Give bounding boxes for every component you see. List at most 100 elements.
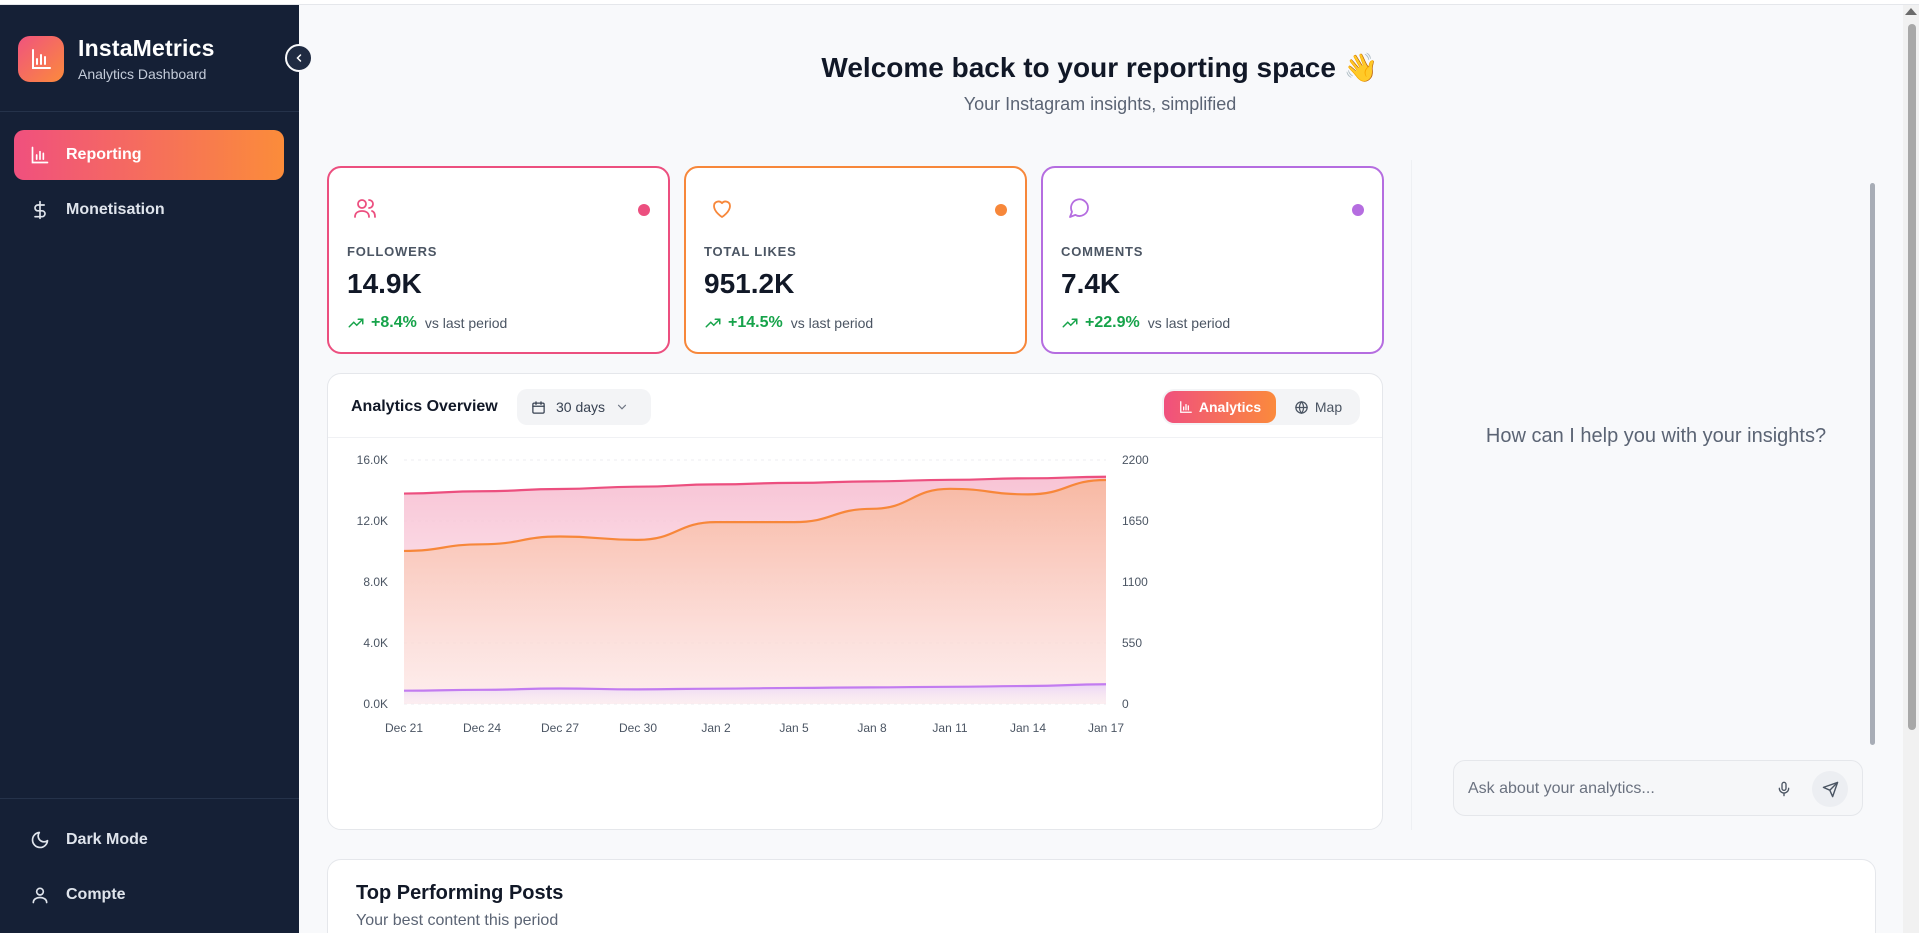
x-axis-tick: Jan 11 <box>932 721 967 735</box>
date-range-label: 30 days <box>556 399 606 415</box>
assistant-prompt: How can I help you with your insights? <box>1485 425 1827 447</box>
stat-label: COMMENTS <box>1061 244 1144 259</box>
sidebar: InstaMetrics Analytics Dashboard Reporti… <box>0 5 299 933</box>
x-axis-tick: Jan 2 <box>701 721 731 735</box>
brand[interactable]: InstaMetrics Analytics Dashboard <box>18 35 215 82</box>
window-scroll-thumb[interactable] <box>1908 24 1916 730</box>
heart-icon <box>710 196 734 220</box>
y-axis-left-tick: 12.0K <box>357 514 388 528</box>
likes-card[interactable]: TOTAL LIKES 951.2K +14.5% vs last period <box>684 166 1027 354</box>
y-axis-right-tick: 2200 <box>1122 453 1149 467</box>
date-range-select[interactable]: 30 days <box>517 389 651 425</box>
stat-note: vs last period <box>1147 315 1231 331</box>
y-axis-left-tick: 0.0K <box>363 697 388 711</box>
logo-icon <box>18 35 64 82</box>
x-axis-tick: Dec 21 <box>385 721 423 735</box>
window-top-edge <box>0 0 1919 5</box>
status-dot <box>638 204 650 216</box>
moon-icon <box>28 828 52 852</box>
followers-card[interactable]: FOLLOWERS 14.9K +8.4% vs last period <box>327 166 670 354</box>
scroll-up-arrow-icon[interactable] <box>1905 8 1917 15</box>
send-button[interactable] <box>1812 771 1848 807</box>
y-axis-left-tick: 4.0K <box>363 636 388 650</box>
status-dot <box>995 204 1007 216</box>
trending-up-icon <box>705 318 721 328</box>
sidebar-divider <box>0 111 299 112</box>
view-toggle: Analytics Map <box>1162 389 1360 425</box>
y-axis-left-tick: 16.0K <box>357 453 388 467</box>
bar-chart-icon <box>28 143 52 167</box>
user-icon <box>28 883 52 907</box>
calendar-icon <box>532 400 545 414</box>
series-line <box>403 478 1107 553</box>
x-axis-tick: Jan 5 <box>779 721 809 735</box>
trending-up-icon <box>348 318 364 328</box>
panel-scrollbar[interactable] <box>1870 183 1875 745</box>
sidebar-item-monetisation[interactable]: Monetisation <box>14 185 284 235</box>
x-axis-tick: Dec 27 <box>541 721 579 735</box>
y-axis-right-tick: 1100 <box>1122 575 1148 589</box>
section-subtitle: Your best content this period <box>356 912 559 929</box>
stat-note: vs last period <box>424 315 508 331</box>
y-axis-right-tick: 0 <box>1122 697 1129 711</box>
chevron-down-icon <box>617 404 627 410</box>
x-axis-tick: Jan 17 <box>1088 721 1124 735</box>
stat-value: 14.9K <box>347 268 422 299</box>
x-axis-tick: Jan 14 <box>1010 721 1046 735</box>
stat-note: vs last period <box>790 315 874 331</box>
y-axis-right-tick: 550 <box>1122 636 1142 650</box>
series-area <box>404 479 1106 704</box>
account-link[interactable]: Compte <box>14 870 284 920</box>
stat-trend: +22.9% vs last period <box>1061 314 1230 332</box>
microphone-icon <box>1778 781 1790 797</box>
chart-title: Analytics Overview <box>351 398 498 415</box>
panel-separator <box>1411 160 1412 830</box>
microphone-button[interactable] <box>1772 777 1796 801</box>
analytics-chart: 16.0K 12.0K 8.0K 4.0K 0.0K 2200 1650 1100 550 0 De… <box>357 453 1149 735</box>
section-title: Top Performing Posts <box>356 882 564 904</box>
stat-change: +22.9% <box>1085 314 1140 331</box>
tab-map[interactable]: Map <box>1280 391 1356 423</box>
tab-analytics[interactable]: Analytics <box>1164 391 1276 423</box>
chart-header: Analytics Overview 30 days Analytics Map <box>328 374 1382 438</box>
users-icon <box>353 196 377 220</box>
y-axis-right-tick: 1650 <box>1122 514 1149 528</box>
x-axis-tick: Dec 24 <box>463 721 501 735</box>
ask-box <box>1453 760 1863 816</box>
y-axis-left-tick: 8.0K <box>363 575 388 589</box>
stat-trend: +14.5% vs last period <box>704 314 873 332</box>
x-axis-tick: Dec 30 <box>619 721 657 735</box>
sidebar-item-label: Monetisation <box>66 201 165 218</box>
dollar-icon <box>28 198 52 222</box>
brand-subtitle: Analytics Dashboard <box>78 66 207 82</box>
analytics-overview-card: Analytics Overview 30 days Analytics Map <box>327 373 1383 830</box>
stat-trend: +8.4% vs last period <box>347 314 507 332</box>
series-line <box>403 683 1107 692</box>
trending-up-icon <box>1062 318 1078 328</box>
send-icon <box>1822 781 1838 797</box>
account-label: Compte <box>66 886 126 903</box>
stat-value: 7.4K <box>1061 268 1121 299</box>
stat-change: +8.4% <box>371 314 417 331</box>
stat-change: +14.5% <box>728 314 783 331</box>
top-posts-section: Top Performing Posts Your best content t… <box>327 859 1876 933</box>
tab-label: Map <box>1314 399 1343 415</box>
status-dot <box>1352 204 1364 216</box>
globe-icon <box>1294 400 1309 415</box>
page-title: Welcome back to your reporting space 👋 <box>821 52 1379 83</box>
sidebar-footer-divider <box>0 798 299 799</box>
sidebar-item-label: Reporting <box>66 146 142 163</box>
ask-input[interactable] <box>1468 775 1758 803</box>
chevron-left-icon <box>296 54 302 62</box>
stat-label: FOLLOWERS <box>347 244 438 259</box>
collapse-sidebar-button[interactable] <box>285 44 313 72</box>
page-subtitle: Your Instagram insights, simplified <box>963 94 1237 114</box>
stat-value: 951.2K <box>704 268 795 299</box>
tab-label: Analytics <box>1198 399 1262 415</box>
brand-title: InstaMetrics <box>78 35 215 61</box>
comments-card[interactable]: COMMENTS 7.4K +22.9% vs last period <box>1041 166 1384 354</box>
stat-label: TOTAL LIKES <box>704 244 797 259</box>
dark-mode-toggle[interactable]: Dark Mode <box>14 815 284 865</box>
dark-mode-label: Dark Mode <box>66 831 148 848</box>
sidebar-item-reporting[interactable]: Reporting <box>14 130 284 180</box>
